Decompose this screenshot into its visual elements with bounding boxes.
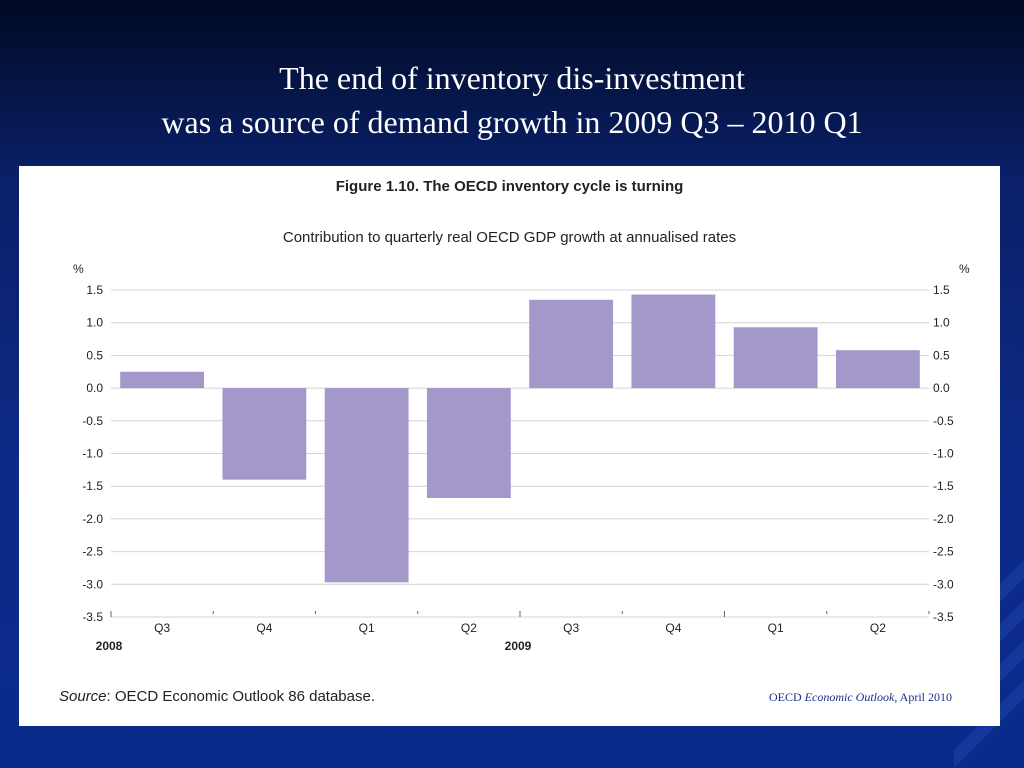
chart-subtitle: Contribution to quarterly real OECD GDP … <box>282 229 737 246</box>
y-tick-label-right: -0.5 <box>933 414 954 428</box>
slide-title-line-1: The end of inventory dis-investment <box>279 60 745 96</box>
x-tick-label: Q3 <box>563 621 579 635</box>
figure-panel: Figure 1.10. The OECD inventory cycle is… <box>19 166 1000 726</box>
y-tick-label-left: 1.0 <box>86 316 103 330</box>
bar <box>529 299 614 389</box>
y-tick-label-right: -1.0 <box>933 447 954 461</box>
y-unit-label-left: % <box>73 262 84 276</box>
x-tick-label: Q1 <box>768 621 784 635</box>
x-tick-label: Q4 <box>256 621 272 635</box>
y-tick-label-left: 1.5 <box>86 283 103 297</box>
y-tick-label-right: -3.0 <box>933 577 954 591</box>
y-tick-label-left: -0.5 <box>82 414 103 428</box>
y-unit-label-right: % <box>959 262 970 276</box>
source-label: Source <box>59 688 107 705</box>
bar <box>324 388 409 583</box>
x-tick-label: Q2 <box>870 621 886 635</box>
citation-prefix: OECD <box>769 690 805 704</box>
x-tick-label: Q1 <box>359 621 375 635</box>
y-tick-label-left: 0.0 <box>86 381 103 395</box>
y-tick-label-right: -2.0 <box>933 512 954 526</box>
y-tick-label-left: -3.0 <box>82 577 103 591</box>
citation-date: , April 2010 <box>894 690 952 704</box>
x-tick-label: Q2 <box>461 621 477 635</box>
source-note: Source: OECD Economic Outlook 86 databas… <box>59 688 375 705</box>
x-tick-label: Q4 <box>665 621 681 635</box>
y-tick-label-right: 1.5 <box>933 283 950 297</box>
source-text: : OECD Economic Outlook 86 database. <box>106 688 376 705</box>
y-tick-label-left: -3.5 <box>82 610 103 624</box>
bar <box>426 388 511 498</box>
x-tick-label: Q3 <box>154 621 170 635</box>
bar <box>835 350 920 389</box>
bar-chart: 1.5 1.5 1.0 1.0 0.5 0.5 0.0 0.0 -0.5 -0.5 -1.0 -1.0… <box>73 262 970 653</box>
y-tick-label-right: 1.0 <box>933 316 950 330</box>
citation-publication: Economic Outlook <box>804 690 895 704</box>
slide-title: The end of inventory dis-investment was … <box>0 56 1024 144</box>
year-label: 2009 <box>505 639 532 653</box>
y-tick-label-left: 0.5 <box>86 348 103 362</box>
bar <box>120 371 205 389</box>
y-tick-label-left: -1.0 <box>82 447 103 461</box>
y-tick-label-left: -2.0 <box>82 512 103 526</box>
citation: OECD Economic Outlook, April 2010 <box>769 690 952 705</box>
slide-title-line-2: was a source of demand growth in 2009 Q3… <box>161 104 863 140</box>
y-tick-label-right: -2.5 <box>933 545 954 559</box>
chart-title: Figure 1.10. The OECD inventory cycle is… <box>335 178 684 195</box>
bar <box>733 327 818 389</box>
y-tick-label-right: 0.0 <box>933 381 950 395</box>
bar <box>631 294 716 389</box>
y-tick-label-left: -2.5 <box>82 545 103 559</box>
y-tick-label-right: 0.5 <box>933 348 950 362</box>
y-tick-label-left: -1.5 <box>82 479 103 493</box>
bar <box>222 388 307 480</box>
y-tick-label-right: -1.5 <box>933 479 954 493</box>
year-label: 2008 <box>96 639 123 653</box>
y-tick-label-right: -3.5 <box>933 610 954 624</box>
